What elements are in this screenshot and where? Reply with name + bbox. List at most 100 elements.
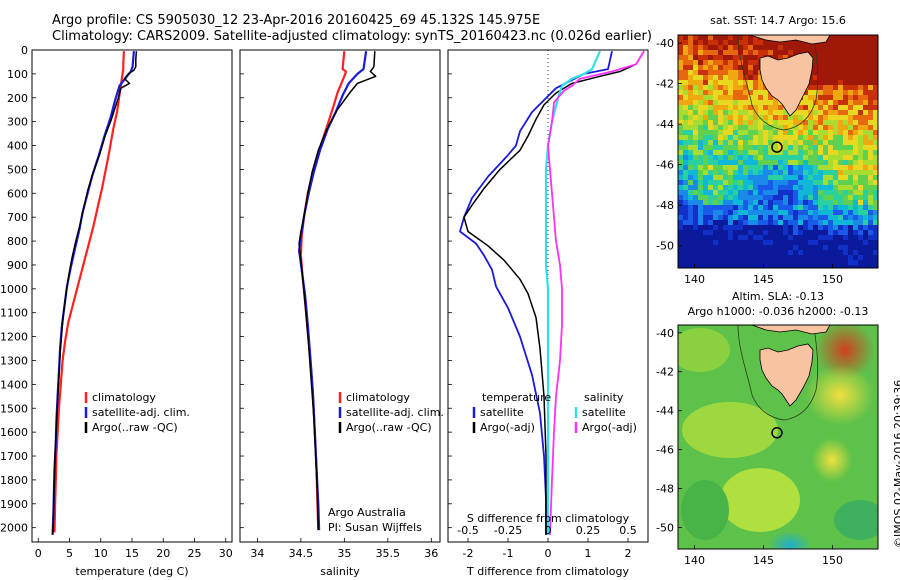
salinity-diff-tick-label: -0.5 xyxy=(457,524,478,537)
depth-tick-label: 800 xyxy=(7,235,28,248)
temperature-xtick-label: 25 xyxy=(188,547,202,560)
argo-australia-label: Argo Australia xyxy=(328,506,406,519)
difference-series-0-line xyxy=(459,51,613,535)
salinity-legend-label: satellite-adj. clim. xyxy=(346,406,444,419)
salinity-series-2-line xyxy=(298,51,377,531)
salinity-xlabel: salinity xyxy=(320,565,360,578)
sst-heatmap xyxy=(678,35,878,268)
temperature-legend-label: Argo(..raw -QC) xyxy=(92,421,178,434)
sst-map-title: sat. SST: 14.7 Argo: 15.6 xyxy=(710,14,846,27)
difference-xtick-label: 0 xyxy=(545,547,552,560)
depth-tick-label: 1000 xyxy=(0,283,28,296)
sst-bathymetry-contour xyxy=(737,35,819,131)
sst-map-lat-label: -42 xyxy=(656,78,674,91)
salinity-xtick-label: 34 xyxy=(250,547,264,560)
depth-tick-label: 1100 xyxy=(0,307,28,320)
sla-map-lat-label: -44 xyxy=(656,405,674,418)
depth-tick-label: 600 xyxy=(7,187,28,200)
sst-map-lat-label: -46 xyxy=(656,159,674,172)
temperature-xlabel: temperature (deg C) xyxy=(75,565,188,578)
depth-tick-label: 2000 xyxy=(0,522,28,535)
sst-tasmania-land xyxy=(759,51,814,117)
temperature-diff-legend-label: satellite xyxy=(480,406,524,419)
sst-map-lon-label: 145 xyxy=(753,273,774,286)
sst-argo-location-marker xyxy=(771,141,783,153)
difference-series-2-line xyxy=(544,50,602,535)
sst-map-lon-label: 140 xyxy=(684,273,705,286)
salinity-legend-label: Argo(..raw -QC) xyxy=(346,421,432,434)
difference-series-3-line xyxy=(547,50,645,535)
figure-title-line2: Climatology: CARS2009. Satellite-adjuste… xyxy=(52,29,652,44)
temperature-xtick-label: 20 xyxy=(156,547,170,560)
salinity-diff-legend-label: satellite xyxy=(582,406,626,419)
temperature-legend-label: satellite-adj. clim. xyxy=(92,406,190,419)
salinity-legend-label: climatology xyxy=(346,391,410,404)
depth-tick-label: 500 xyxy=(7,163,28,176)
salinity-diff-tick-label: 0 xyxy=(545,524,552,537)
depth-tick-label: 100 xyxy=(7,68,28,81)
temperature-xtick-label: 0 xyxy=(35,547,42,560)
sla-map-lon-label: 140 xyxy=(684,554,705,567)
sla-argo-location-marker xyxy=(771,427,783,439)
depth-tick-label: 1300 xyxy=(0,354,28,367)
depth-tick-label: 300 xyxy=(7,116,28,129)
sst-map-lat-label: -50 xyxy=(656,240,674,253)
temperature-legend-label: climatology xyxy=(92,391,156,404)
sst-map-panel: sat. SST: 14.7 Argo: 15.6 140 145 150 -40 -4… xyxy=(656,14,879,286)
temperature-xtick-label: 10 xyxy=(94,547,108,560)
sst-map-lat-label: -40 xyxy=(656,37,674,50)
sla-heatmap-features xyxy=(678,325,878,549)
temperature-xtick-label: 30 xyxy=(219,547,233,560)
salinity-diff-xlabel: S difference from climatology xyxy=(467,512,630,525)
sla-map-lat-label: -42 xyxy=(656,366,674,379)
difference-xtick-label: -2 xyxy=(463,547,474,560)
sst-map-frame xyxy=(677,34,879,269)
sst-map-lat-label: -44 xyxy=(656,118,674,131)
depth-tick-label: 1500 xyxy=(0,402,28,415)
sla-map-frame xyxy=(677,324,879,550)
difference-xlabel: T difference from climatology xyxy=(466,565,629,578)
pi-name-label: PI: Susan Wijffels xyxy=(328,521,422,534)
sst-map-lon-label: 150 xyxy=(822,273,843,286)
depth-tick-label: 0 xyxy=(21,44,28,57)
sla-map-title: Altim. SLA: -0.13 xyxy=(732,290,824,303)
sla-map-lat-label: -40 xyxy=(656,327,674,340)
salinity-xtick-label: 35.5 xyxy=(376,547,401,560)
difference-panel: -2 -1 0 1 2 T difference from climatology -0.5… xyxy=(447,49,649,578)
difference-xtick-label: -1 xyxy=(503,547,514,560)
salinity-xtick-label: 35 xyxy=(337,547,351,560)
figure-title-line1: Argo profile: CS 5905030_12 23-Apr-2016 … xyxy=(52,13,541,28)
depth-tick-label: 400 xyxy=(7,140,28,153)
depth-tick-label: 1900 xyxy=(0,498,28,511)
salinity-xtick-label: 36 xyxy=(424,547,438,560)
sla-map-lat-label: -46 xyxy=(656,444,674,457)
depth-tick-label: 900 xyxy=(7,259,28,272)
salinity-diff-legend-label: Argo(-adj) xyxy=(582,421,637,434)
sla-map-lon-label: 145 xyxy=(753,554,774,567)
depth-tick-label: 200 xyxy=(7,92,28,105)
salinity-panel: 34 34.5 35 35.5 36 salinity climatology satell… xyxy=(239,49,444,578)
difference-xtick-label: 1 xyxy=(585,547,592,560)
depth-tick-label: 1200 xyxy=(0,331,28,344)
sst-mainland-land xyxy=(749,35,831,45)
temperature-plot-frame xyxy=(31,49,233,543)
difference-xtick-label: 2 xyxy=(625,547,632,560)
imos-timestamp: ©IMOS 02-May-2016 20:39:36 xyxy=(892,379,900,548)
sla-map-lon-label: 150 xyxy=(822,554,843,567)
temperature-xtick-label: 5 xyxy=(66,547,73,560)
temperature-diff-legend-label: Argo(-adj) xyxy=(480,421,535,434)
temperature-xtick-label: 15 xyxy=(125,547,139,560)
sla-map-lat-label: -48 xyxy=(656,483,674,496)
salinity-diff-tick-label: 0.5 xyxy=(619,524,637,537)
temperature-legend-header: temperature xyxy=(482,391,551,404)
salinity-plot-frame xyxy=(239,49,441,543)
salinity-diff-tick-label: -0.25 xyxy=(494,524,522,537)
depth-tick-label: 700 xyxy=(7,211,28,224)
temperature-series-0-line xyxy=(53,51,125,533)
salinity-xtick-label: 34.5 xyxy=(289,547,314,560)
difference-series-1-line xyxy=(463,50,645,535)
temperature-panel: 0 5 10 15 20 25 300100200300400500600700800900… xyxy=(0,44,233,578)
sla-map-lat-label: -50 xyxy=(656,522,674,535)
depth-tick-label: 1800 xyxy=(0,474,28,487)
